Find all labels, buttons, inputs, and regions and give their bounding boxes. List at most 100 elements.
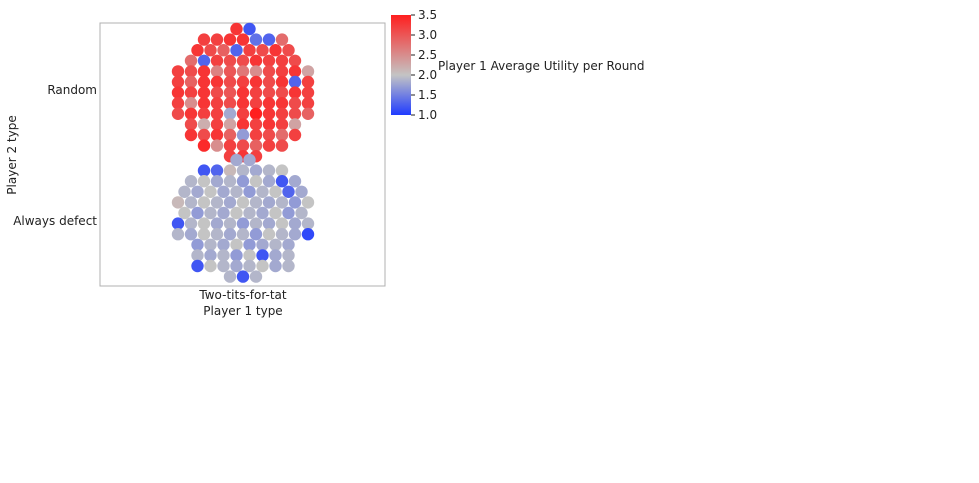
data-point — [197, 54, 211, 67]
data-point — [256, 259, 269, 273]
data-point — [197, 139, 211, 152]
data-point — [184, 86, 198, 99]
data-point — [223, 139, 237, 152]
data-point — [191, 185, 204, 198]
data-point — [243, 249, 256, 262]
data-point — [184, 228, 198, 241]
y-axis-label: Player 2 type — [5, 115, 19, 194]
data-point — [275, 128, 289, 142]
data-point — [262, 196, 276, 209]
data-point — [230, 259, 243, 273]
data-point — [184, 196, 198, 209]
data-point — [217, 206, 230, 220]
data-point — [288, 128, 302, 142]
data-point — [262, 139, 276, 152]
data-point — [243, 238, 256, 251]
data-point — [230, 44, 243, 57]
data-point — [243, 44, 256, 57]
data-point — [236, 118, 250, 131]
colorbar-label: Player 1 Average Utility per Round — [438, 59, 645, 73]
data-point — [288, 97, 302, 110]
data-point — [171, 97, 185, 110]
data-point — [288, 228, 302, 241]
data-point — [236, 228, 250, 241]
data-point — [249, 65, 263, 78]
data-point — [184, 128, 198, 142]
data-point — [262, 164, 276, 177]
data-point — [249, 33, 263, 46]
data-point — [184, 107, 198, 121]
data-point — [262, 217, 276, 230]
data-point — [184, 54, 198, 67]
data-point — [230, 185, 243, 198]
data-point — [236, 75, 250, 89]
data-point — [197, 75, 211, 89]
data-point — [236, 65, 250, 78]
data-point — [210, 33, 224, 46]
data-point — [230, 238, 243, 251]
data-point — [262, 65, 276, 78]
data-point — [256, 44, 269, 57]
plot-frame — [99, 22, 386, 287]
data-point — [295, 206, 308, 220]
data-point — [197, 217, 211, 230]
data-points — [171, 22, 315, 283]
data-point — [262, 118, 276, 131]
data-point — [282, 238, 295, 251]
data-point — [282, 44, 295, 57]
data-point — [249, 139, 263, 152]
data-point — [191, 249, 204, 262]
data-point — [262, 228, 276, 241]
data-point — [210, 65, 224, 78]
data-point — [223, 97, 237, 110]
data-point — [275, 65, 289, 78]
data-point — [249, 54, 263, 67]
data-point — [288, 107, 302, 121]
data-point — [249, 196, 263, 209]
data-point — [210, 54, 224, 67]
data-point — [301, 107, 315, 121]
data-point — [204, 185, 217, 198]
data-point — [275, 164, 289, 177]
data-point — [262, 54, 276, 67]
data-point — [223, 75, 237, 89]
data-point — [249, 118, 263, 131]
data-point — [223, 107, 237, 121]
data-point — [249, 217, 263, 230]
data-point — [288, 175, 302, 188]
data-point — [262, 128, 276, 142]
x-tick-label: Two-tits-for-tat — [198, 288, 287, 302]
data-point — [210, 118, 224, 131]
data-point — [184, 75, 198, 89]
data-point — [249, 86, 263, 99]
data-point — [217, 238, 230, 251]
colorbar-tick-label: 1.0 — [418, 108, 437, 122]
data-point — [249, 107, 263, 121]
data-point — [269, 238, 282, 251]
data-point — [236, 97, 250, 110]
data-point — [210, 128, 224, 142]
data-point — [275, 228, 289, 241]
data-point — [288, 54, 302, 67]
data-point — [197, 118, 211, 131]
data-point — [210, 217, 224, 230]
data-point — [275, 196, 289, 209]
colorbar-tick-label: 3.5 — [418, 8, 437, 22]
data-point — [171, 196, 185, 209]
data-point — [197, 97, 211, 110]
data-point — [197, 228, 211, 241]
data-point — [275, 139, 289, 152]
data-point — [282, 206, 295, 220]
data-point — [262, 97, 276, 110]
data-point — [210, 75, 224, 89]
data-point — [217, 185, 230, 198]
data-point — [197, 33, 211, 46]
data-point — [269, 249, 282, 262]
data-point — [236, 33, 250, 46]
data-point — [184, 65, 198, 78]
colorbar-ticks: 3.5 3.0 2.5 2.0 1.5 1.0 — [411, 8, 437, 122]
data-point — [282, 249, 295, 262]
data-point — [256, 238, 269, 251]
data-point — [249, 97, 263, 110]
colorbar-tick-label: 3.0 — [418, 28, 437, 42]
